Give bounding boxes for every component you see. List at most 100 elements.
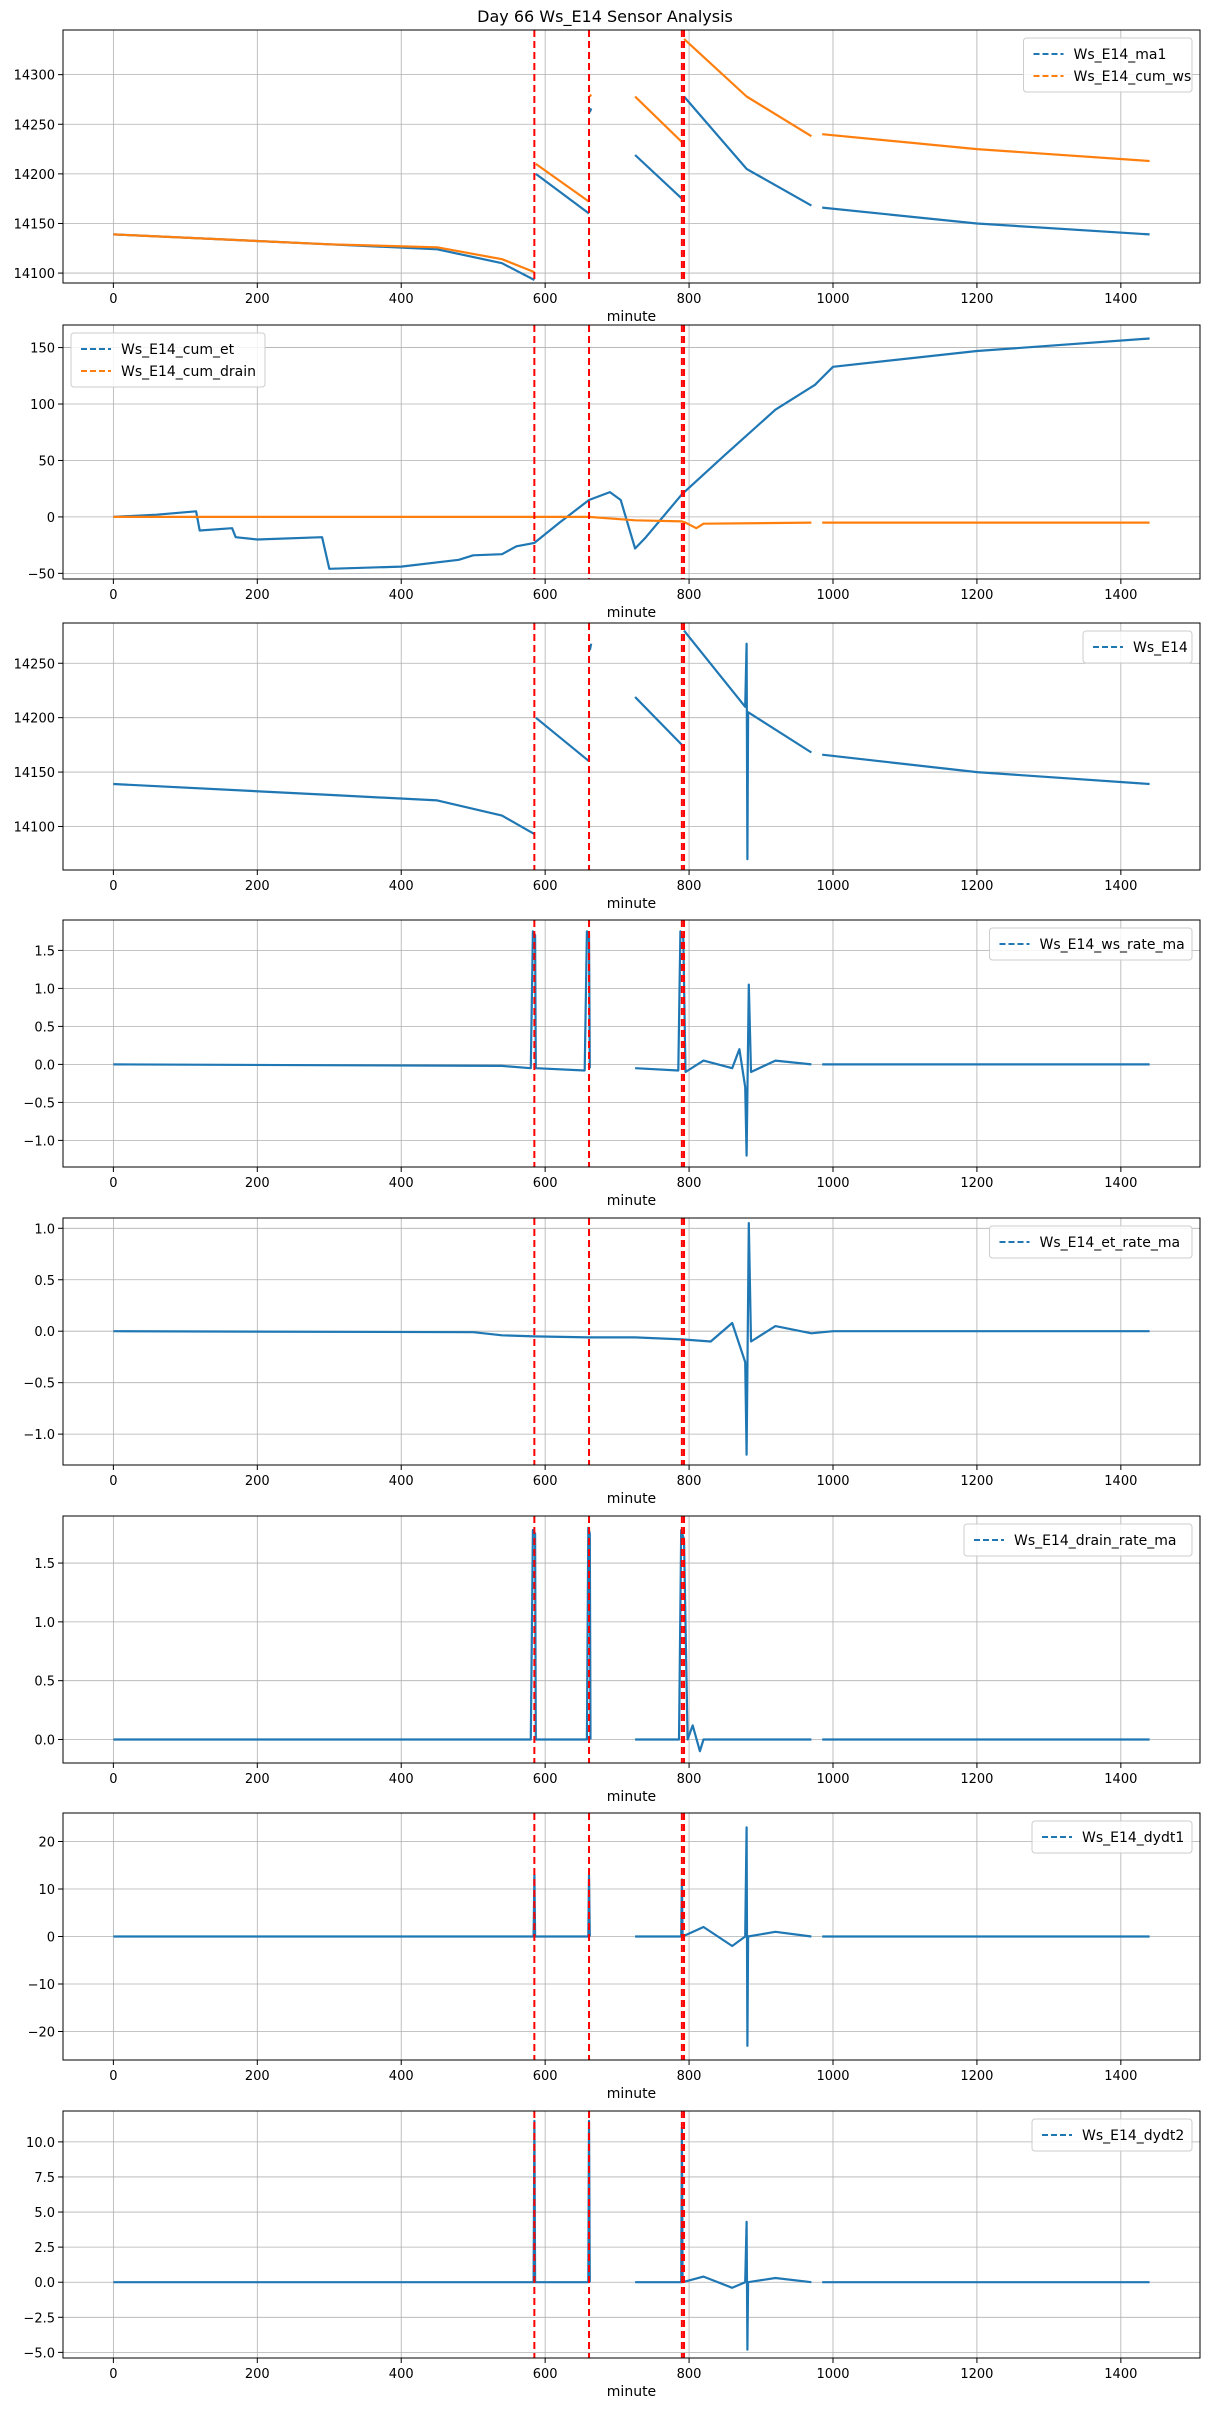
x-tick-label: 400 [389,2069,414,2084]
y-tick-label: −10 [28,1978,55,1993]
x-tick-label: 400 [389,1176,414,1191]
series-line-Ws_E14_drain_rate_ma [635,1528,812,1753]
legend-label: Ws_E14 [1133,640,1188,656]
x-tick-label: 200 [245,1772,270,1787]
x-tick-label: 1000 [816,1772,849,1787]
y-tick-label: 1.0 [34,982,55,997]
series-line-Ws_E14 [535,716,590,763]
legend-label: Ws_E14_dydt2 [1082,2128,1184,2144]
x-tick-label: 1200 [960,588,993,603]
x-tick-label: 800 [677,292,702,307]
subplot-7: 0 200 400 600 800 1000 1200 1400 −20 −10 0 10 20 minu… [28,1812,1201,2102]
legend-label: Ws_E14_dydt1 [1082,1830,1184,1846]
x-tick-label: 600 [533,2367,558,2382]
x-tick-label: 800 [677,1772,702,1787]
x-tick-label: 0 [109,2069,117,2084]
y-tick-label: −1.0 [23,1134,55,1149]
y-tick-label: −2.5 [23,2311,55,2326]
x-tick-label: 1400 [1104,1772,1137,1787]
y-tick-label: 20 [38,1836,55,1851]
series-line-Ws_E14_et_rate_ma [113,1221,1150,1456]
legend-box [989,1225,1193,1259]
series-line-Ws_E14_ws_rate_ma [635,930,812,1157]
x-tick-label: 200 [245,292,270,307]
y-tick-label: 1.0 [34,1616,55,1631]
y-tick-label: 0.5 [34,1675,55,1690]
x-tick-label: 200 [245,2069,270,2084]
series-line-Ws_E14 [113,782,535,836]
series-line-Ws_E14_drain_rate_ma [113,1526,592,1741]
y-tick-label: 14250 [14,657,55,672]
y-tick-label: 10 [38,1883,55,1898]
y-tick-label: 0.0 [34,1058,55,1073]
subplot-5: 0 200 400 600 800 1000 1200 1400 −1.0 −0.5 0.0 0.5 1… [23,1217,1201,1507]
legend-box [963,1523,1193,1557]
y-tick-label: 7.5 [34,2171,55,2186]
legend-label: Ws_E14_ma1 [1074,47,1167,63]
x-tick-label: 800 [677,2069,702,2084]
x-tick-label: 800 [677,1176,702,1191]
x-tick-label: 400 [389,1772,414,1787]
legend-label: Ws_E14_cum_drain [121,364,256,380]
y-tick-label: 0.5 [34,1020,55,1035]
axes-frame [62,1217,1201,1466]
x-tick-label: 0 [109,292,117,307]
x-axis-label: minute [607,1491,656,1507]
x-tick-label: 400 [389,1474,414,1489]
x-tick-label: 200 [245,2367,270,2382]
series-line-Ws_E14_cum_ws [113,233,535,274]
x-tick-label: 1000 [816,2367,849,2382]
axes-frame [62,324,1201,580]
x-tick-label: 800 [677,1474,702,1489]
series-line-Ws_E14_cum_drain [113,515,812,530]
y-tick-label: −5.0 [23,2346,55,2361]
series-line-Ws_E14_cum_ws [822,133,1150,163]
axes-frame [62,622,1201,871]
x-tick-label: 1400 [1104,879,1137,894]
legend-label: Ws_E14_cum_et [121,342,235,358]
legend-box [1082,630,1193,664]
legend-box [1031,2118,1193,2152]
x-tick-label: 1400 [1104,2069,1137,2084]
series-line-Ws_E14 [683,629,812,861]
x-tick-label: 200 [245,1474,270,1489]
legend: Ws_E14_et_rate_ma [989,1225,1193,1259]
x-tick-label: 200 [245,879,270,894]
series-line-Ws_E14_ma1 [535,173,590,215]
series-line-Ws_E14_dydt2 [635,2126,812,2351]
series-line-Ws_E14_ma1 [822,206,1150,236]
x-axis-label: minute [607,1193,656,1209]
y-tick-label: 50 [38,454,55,469]
legend-box [1031,1820,1193,1854]
x-tick-label: 1000 [816,1176,849,1191]
legend: Ws_E14_ws_rate_ma [989,927,1193,961]
legend: Ws_E14 [1082,630,1193,664]
x-tick-label: 1000 [816,2069,849,2084]
x-tick-label: 200 [245,1176,270,1191]
y-tick-label: 2.5 [34,2241,55,2256]
series-line-Ws_E14_ma1 [634,154,683,200]
figure-title: Day 66 Ws_E14 Sensor Analysis [477,7,733,27]
legend: Ws_E14_cum_et Ws_E14_cum_drain [70,332,266,388]
x-tick-label: 600 [533,1176,558,1191]
x-axis-label: minute [607,309,656,325]
legend-box [70,332,266,388]
x-tick-label: 1000 [816,879,849,894]
x-tick-label: 800 [677,588,702,603]
x-tick-label: 400 [389,292,414,307]
x-tick-label: 1200 [960,1176,993,1191]
x-tick-label: 1400 [1104,1176,1137,1191]
legend-label: Ws_E14_drain_rate_ma [1014,1533,1176,1549]
legend: Ws_E14_dydt2 [1031,2118,1193,2152]
legend-label: Ws_E14_cum_ws [1074,69,1192,85]
y-tick-label: 1.0 [34,1222,55,1237]
x-tick-label: 800 [677,2367,702,2382]
x-axis-label: minute [607,605,656,621]
axes-frame [62,1515,1201,1764]
x-tick-label: 1200 [960,1772,993,1787]
x-tick-label: 1200 [960,1474,993,1489]
x-tick-label: 600 [533,879,558,894]
subplot-6: 0 200 400 600 800 1000 1200 1400 0.0 0.5 1.0 1.5 min… [34,1515,1201,1805]
subplot-3: 0 200 400 600 800 1000 1200 1400 14100 14150 14200… [14,622,1201,912]
x-tick-label: 1200 [960,2367,993,2382]
